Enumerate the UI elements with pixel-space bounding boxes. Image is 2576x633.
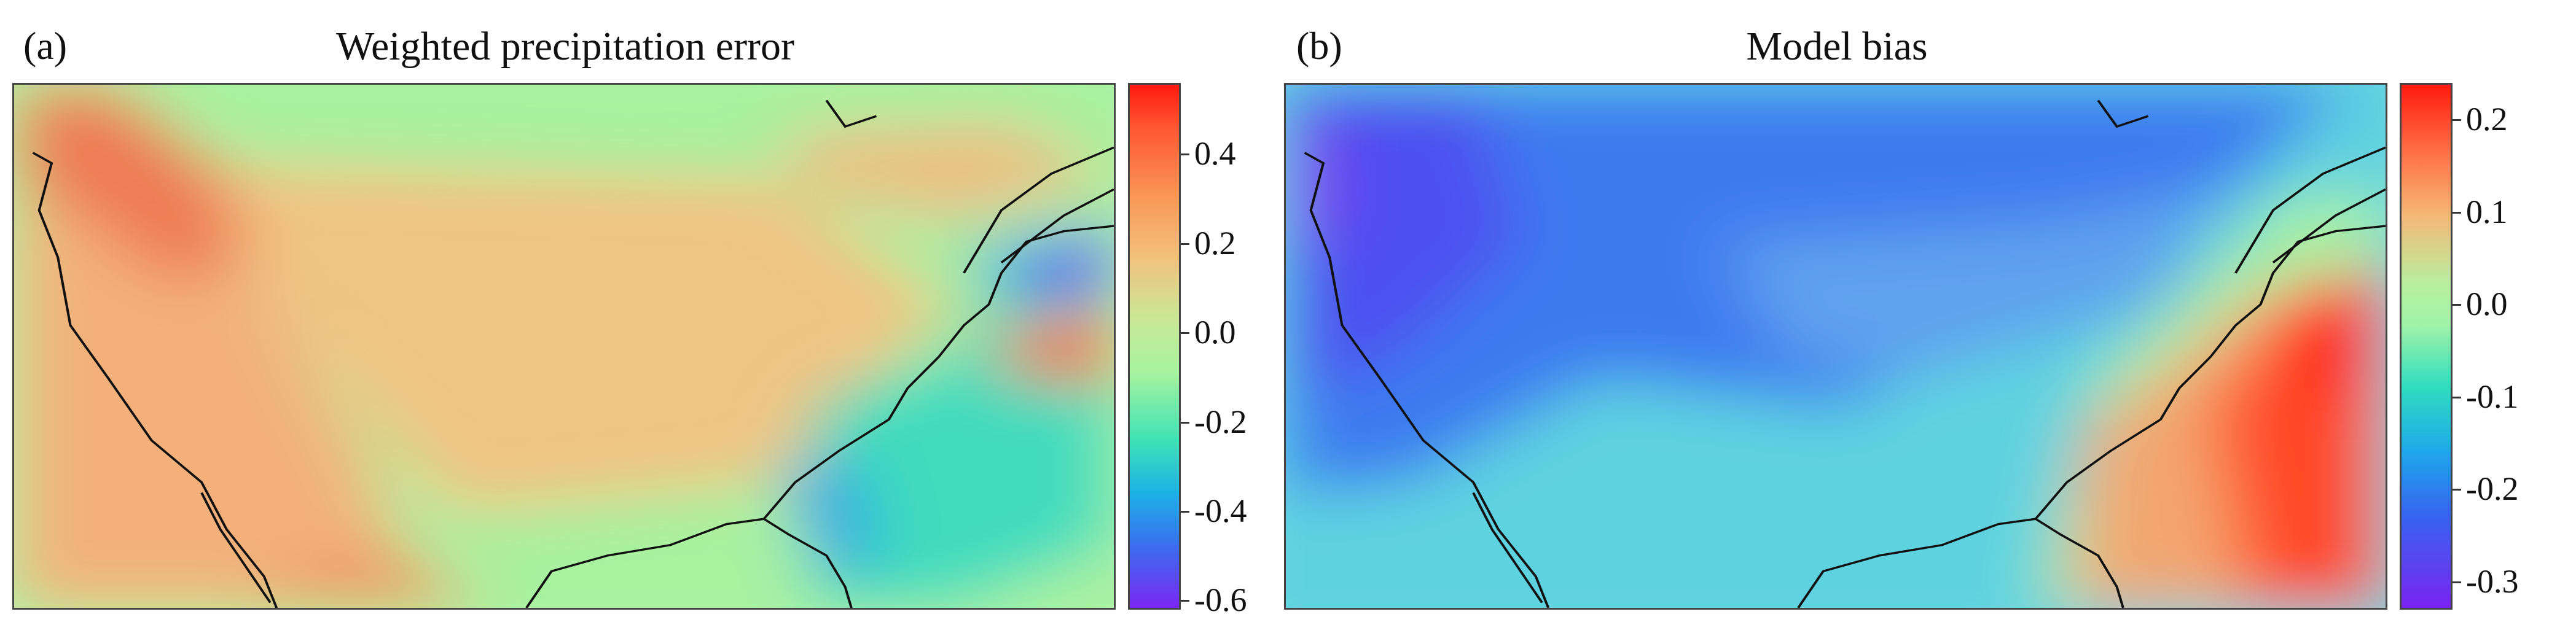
panel-a-title: Weighted precipitation error [335,24,795,69]
coastline-outline [1304,99,2386,608]
colorbar-tick-label: 0.0 [2466,285,2508,323]
colorbar-tick-mark [1181,332,1189,335]
panel-b-colorbar-gradient [2402,85,2451,608]
colorbar-tick-mark [2453,119,2461,122]
field-region-8 [1026,241,1114,294]
colorbar-tick-mark [1181,511,1189,513]
colorbar-tick-label: 0.4 [1194,135,1236,173]
colorbar-tick-label: -0.3 [2466,562,2519,600]
panel-b-field [1286,85,2386,608]
colorbar-tick-mark [1181,153,1189,156]
colorbar-tick-label: -0.6 [1194,581,1247,619]
colorbar-tick-mark [1181,243,1189,245]
panel-b-map [1284,83,2387,610]
panel-a-field [14,85,1114,608]
colorbar-tick-mark [2453,304,2461,306]
colorbar-tick-label: -0.2 [2466,470,2519,508]
field-region-3 [14,85,252,284]
field-region-4 [264,545,489,608]
coastline-outline [32,99,1114,608]
colorbar-tick-label: -0.4 [1194,492,1247,530]
colorbar-tick-mark [2453,489,2461,491]
colorbar-tick-mark [1181,600,1189,602]
colorbar-tick-label: 0.2 [1194,224,1236,262]
panel-a-colorbar [1128,83,1181,610]
colorbar-tick-mark [1181,421,1189,424]
colorbar-tick-label: -0.1 [2466,378,2519,415]
colorbar-tick-label: -0.2 [1194,403,1247,440]
panel-b-letter: (b) [1296,24,1342,68]
panel-b-colorbar [2400,83,2453,610]
field-region-5 [789,121,1114,221]
colorbar-tick-label: 0.0 [1194,314,1236,351]
field-region-1 [14,200,402,608]
field-region-4 [1286,116,1336,252]
field-region-8 [2285,283,2386,399]
colorbar-tick-mark [2453,581,2461,583]
field-region-2 [1723,189,2223,378]
colorbar-tick-mark [2453,396,2461,398]
panel-b-title: Model bias [1746,24,1928,69]
colorbar-tick-mark [2453,211,2461,214]
field-region-3 [1286,85,1524,399]
field-region-9 [782,445,877,587]
panel-a-map [12,83,1116,610]
panel-a-letter: (a) [23,24,68,68]
colorbar-tick-label: 0.2 [2466,101,2508,138]
colorbar-tick-label: 0.1 [2466,193,2508,230]
panel-a-colorbar-gradient [1130,85,1179,608]
field-region-2 [176,163,952,514]
field-region-11 [1045,335,1114,368]
